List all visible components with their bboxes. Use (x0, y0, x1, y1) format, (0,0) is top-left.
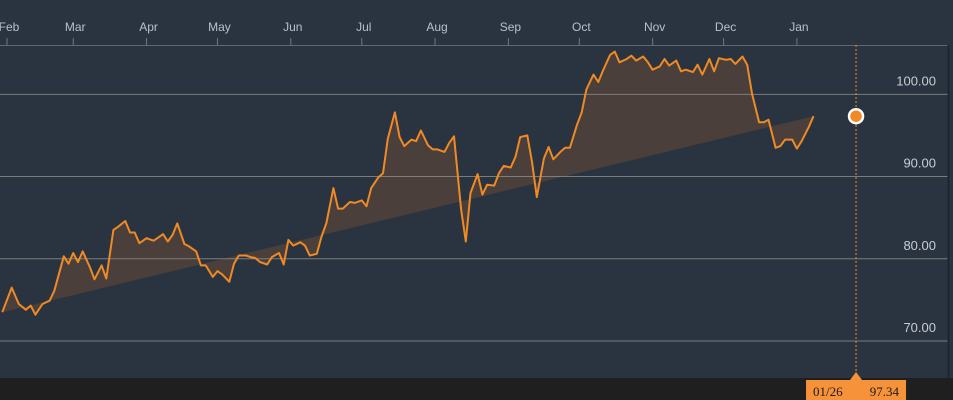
price-area-fill (2, 51, 814, 315)
month-label-jul: Jul (356, 20, 371, 34)
ytick-label-70: 70.00 (903, 320, 936, 335)
month-label-nov: Nov (644, 20, 665, 34)
month-label-jun: Jun (283, 20, 302, 34)
marker-pointer (850, 372, 863, 380)
month-label-feb: Feb (0, 20, 20, 34)
ytick-label-90: 90.00 (903, 156, 936, 171)
marker-label-box (806, 380, 907, 400)
highlight-point (847, 107, 865, 125)
month-label-may: May (208, 20, 231, 34)
marker-date-label: 01/26 (813, 384, 843, 399)
month-label-dec: Dec (715, 20, 736, 34)
marker-value-label: 97.34 (870, 384, 900, 399)
month-label-jan: Jan (789, 20, 808, 34)
ytick-label-80: 80.00 (903, 238, 936, 253)
bottom-axis-bar (0, 378, 953, 400)
month-label-aug: Aug (426, 20, 447, 34)
month-label-mar: Mar (65, 20, 86, 34)
price-line (1, 50, 815, 316)
month-label-apr: Apr (139, 20, 158, 34)
ytick-label-100: 100.00 (896, 73, 936, 88)
month-label-sep: Sep (500, 20, 522, 34)
month-label-oct: Oct (572, 20, 591, 34)
